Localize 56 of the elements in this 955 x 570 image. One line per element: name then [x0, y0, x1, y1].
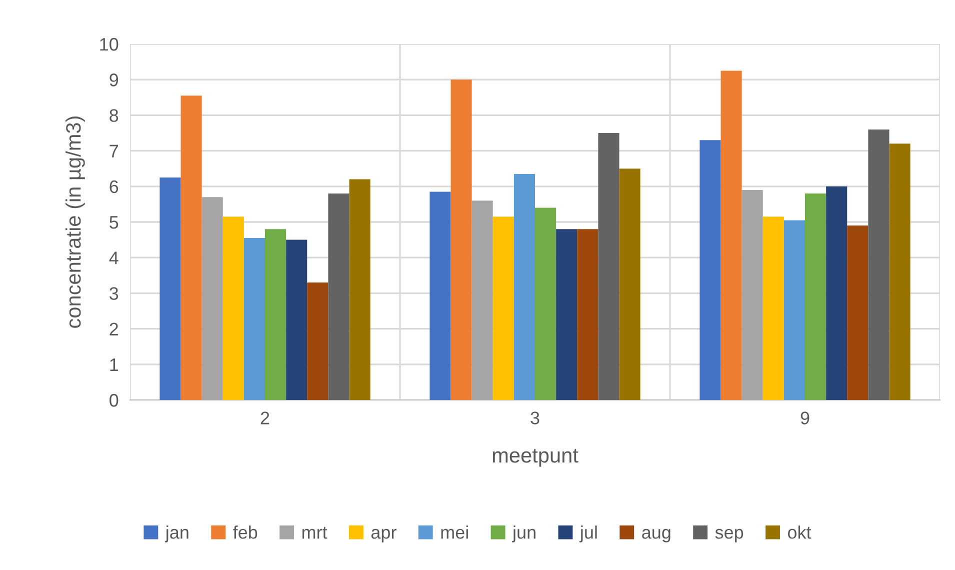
legend-label: aug — [642, 528, 670, 542]
bar — [328, 194, 350, 400]
x-axis-title: meetpunt — [492, 449, 578, 467]
bar — [244, 238, 265, 400]
bar — [742, 190, 763, 400]
bar — [556, 229, 578, 400]
bar — [784, 220, 805, 400]
bar — [349, 179, 370, 400]
bar — [180, 96, 202, 400]
bar — [577, 229, 598, 400]
legend-label: apr — [371, 528, 396, 542]
bar — [202, 197, 223, 400]
y-tick-label: 3 — [110, 287, 118, 300]
legend-label: feb — [233, 526, 258, 539]
x-tick-label: 3 — [530, 412, 540, 424]
bar — [847, 226, 868, 400]
bar — [430, 192, 451, 400]
bar — [514, 174, 535, 400]
y-tick-label: 0 — [110, 394, 118, 407]
bar — [535, 208, 556, 400]
y-tick-label: 4 — [109, 252, 118, 264]
x-tick-label: 2 — [260, 412, 270, 424]
y-tick-label: 10 — [100, 38, 118, 51]
y-tick-label: 1 — [110, 358, 118, 371]
y-axis-title: concentratie (in µg/m3) — [66, 116, 85, 328]
y-tick-label: 9 — [110, 74, 118, 86]
bar — [286, 240, 308, 400]
x-tick-label: 9 — [800, 412, 810, 424]
bar — [222, 216, 244, 400]
y-tick-label: 6 — [110, 180, 118, 194]
bar — [805, 194, 826, 400]
bar — [472, 200, 493, 400]
legend-label: okt — [788, 526, 812, 539]
legend-label: sep — [715, 528, 744, 542]
legend-label: jan — [164, 526, 188, 542]
bar — [160, 178, 181, 400]
bar — [720, 70, 742, 400]
legend-label: mrt — [302, 526, 328, 539]
bar — [265, 229, 286, 400]
bar — [307, 282, 328, 400]
legend-label: mei — [441, 526, 468, 539]
bar — [492, 216, 514, 400]
bar — [889, 144, 910, 400]
bar — [450, 80, 472, 400]
bar — [619, 168, 640, 400]
legend-label: jul — [579, 526, 597, 542]
y-tick-label: 7 — [110, 144, 118, 158]
bar — [826, 186, 848, 400]
y-tick-label: 2 — [110, 322, 118, 336]
y-tick-label: 5 — [110, 216, 118, 229]
bar — [598, 133, 620, 400]
bar — [700, 140, 721, 400]
bar — [868, 129, 890, 400]
y-tick-label: 8 — [110, 109, 118, 122]
legend-label: jun — [512, 526, 536, 542]
bar — [762, 216, 784, 400]
